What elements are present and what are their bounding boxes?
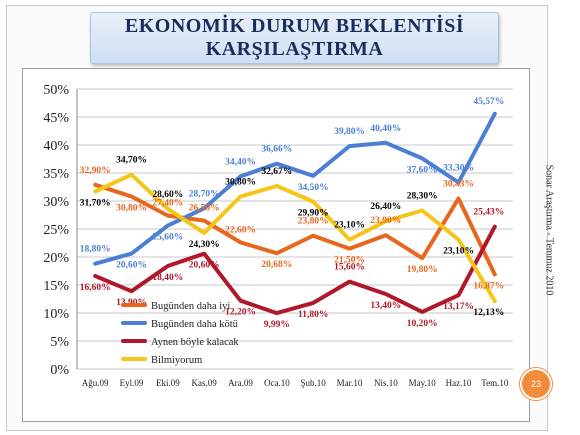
series-line [93, 182, 497, 277]
data-label: 26,40% [370, 202, 401, 212]
data-label: 12,20% [225, 308, 256, 318]
y-tick-label: 10% [43, 307, 69, 322]
data-label: 20,68% [261, 260, 292, 270]
data-label: 18,80% [80, 245, 111, 255]
data-label: 22,60% [225, 225, 256, 235]
legend-label: Bugünden daha kötü [151, 319, 239, 330]
series-line [93, 172, 497, 304]
series-line [93, 111, 497, 266]
x-tick-label: Şub.10 [301, 378, 327, 388]
data-label: 25,43% [473, 208, 504, 218]
data-label: 9,99% [264, 320, 290, 330]
data-label: 16,60% [80, 283, 111, 293]
data-label: 27,40% [152, 199, 183, 209]
data-label: 26,50% [189, 204, 220, 214]
data-label: 39,80% [334, 127, 365, 137]
x-tick-label: Ağu.09 [82, 378, 109, 388]
data-label: 30,43% [443, 180, 474, 190]
legend-label: Bilmiyorum [151, 355, 202, 366]
data-label: 34,50% [298, 183, 329, 193]
x-tick-label: Ara.09 [228, 378, 253, 388]
data-label: 25,60% [152, 233, 183, 243]
y-tick-label: 35% [43, 167, 69, 182]
data-label: 34,70% [116, 156, 147, 166]
x-tick-label: May.10 [409, 378, 437, 388]
data-label: 37,60% [407, 165, 438, 175]
data-label: 28,70% [189, 189, 220, 199]
data-label: 13,40% [370, 301, 401, 311]
data-label: 28,30% [407, 192, 438, 202]
data-label: 11,80% [298, 310, 328, 320]
x-tick-label: Eyl.09 [120, 378, 144, 388]
data-label: 31,70% [80, 198, 111, 208]
line-chart: 0% 5% 10% 15% 20% 25% 30% 35% 40% 45% 50% Ağu.09 Eyl… [43, 83, 513, 388]
data-label: 32,90% [80, 166, 111, 176]
data-label: 23,10% [334, 221, 365, 231]
x-tick-label: Haz.10 [446, 378, 472, 388]
data-label: 24,30% [189, 240, 220, 250]
x-tick-label: Kas.09 [192, 378, 218, 388]
data-label: 23,80% [298, 217, 329, 227]
data-label: 28,60% [152, 190, 183, 200]
x-tick-label: Eki.09 [156, 378, 180, 388]
y-tick-label: 0% [50, 363, 69, 378]
data-label: 30,80% [225, 178, 256, 188]
data-label: 13,17% [443, 302, 474, 312]
data-label: 18,40% [152, 273, 183, 283]
side-caption-text: Sonar Araştırma - Temmuz 2010 [543, 164, 555, 296]
page-number-badge: 23 [520, 368, 552, 400]
data-label: 16,87% [473, 282, 504, 292]
y-tick-label: 50% [43, 83, 69, 98]
y-tick-label: 30% [43, 195, 69, 210]
data-label: 33,30% [443, 164, 474, 174]
title-line-2: KARŞILAŞTIRMA [205, 38, 384, 60]
y-tick-label: 20% [43, 251, 69, 266]
chart-area: 0% 5% 10% 15% 20% 25% 30% 35% 40% 45% 50% Ağu.09 Eyl… [22, 68, 530, 422]
data-label: 30,80% [116, 204, 147, 214]
data-label: 10,20% [407, 319, 438, 329]
y-tick-label: 25% [43, 223, 69, 238]
data-label: 32,67% [261, 167, 292, 177]
data-label: 23,10% [443, 247, 474, 257]
x-tick-label: Mar.10 [337, 378, 363, 388]
legend-label: Bugünden daha iyi [151, 301, 230, 312]
data-label: 29,90% [298, 209, 329, 219]
data-label: 19,80% [407, 265, 438, 275]
title-box: EKONOMİK DURUM BEKLENTİSİ KARŞILAŞTIRMA [90, 12, 499, 64]
data-label: 40,40% [370, 124, 401, 134]
data-label: 36,66% [261, 145, 292, 155]
title-line-1: EKONOMİK DURUM BEKLENTİSİ [124, 15, 465, 37]
x-tick-label: Tem.10 [481, 378, 509, 388]
x-tick-label: Oca.10 [264, 378, 290, 388]
y-tick-label: 5% [50, 335, 69, 350]
y-tick-label: 15% [43, 279, 69, 294]
data-label: 34,40% [225, 157, 256, 167]
data-label: 12,13% [473, 308, 504, 318]
y-tick-label: 40% [43, 139, 69, 154]
data-label: 45,57% [473, 97, 504, 107]
series-line [93, 224, 497, 316]
data-label: 20,60% [116, 261, 147, 271]
data-label: 21,50% [334, 256, 365, 266]
x-tick-label: Nis.10 [374, 378, 398, 388]
side-caption: Sonar Araştırma - Temmuz 2010 [534, 140, 564, 320]
data-label: 20,60% [189, 261, 220, 271]
y-tick-label: 45% [43, 111, 69, 126]
data-label: 23,90% [370, 216, 401, 226]
data-label: 15,60% [334, 263, 365, 273]
legend-label: Aynen böyle kalacak [151, 337, 239, 348]
